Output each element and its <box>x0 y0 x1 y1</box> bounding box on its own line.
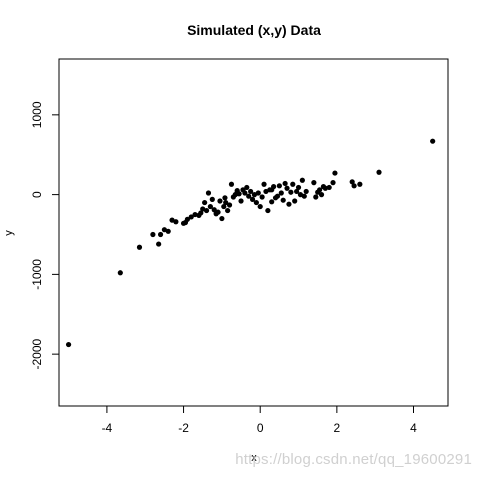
data-point <box>182 219 189 226</box>
data-point <box>259 194 265 200</box>
data-point <box>255 190 261 196</box>
x-tick-label: -4 <box>102 421 113 435</box>
data-point <box>330 180 336 186</box>
data-point <box>349 179 355 185</box>
data-point <box>234 188 240 194</box>
data-point <box>357 181 363 187</box>
data-point <box>303 188 309 195</box>
data-point <box>117 270 123 276</box>
data-point <box>278 190 284 196</box>
data-point <box>269 187 275 193</box>
data-point <box>274 193 281 199</box>
data-point <box>215 209 221 215</box>
data-point <box>198 210 204 216</box>
y-tick-label: -1000 <box>30 259 44 290</box>
data-point <box>65 341 72 348</box>
y-axis: -2000 -1000 0 1000 <box>30 101 59 370</box>
data-point <box>188 214 194 220</box>
data-point <box>292 198 298 204</box>
data-points <box>65 138 436 348</box>
data-point <box>286 201 292 207</box>
data-point <box>157 231 164 238</box>
data-point <box>276 183 282 189</box>
y-tick-label: 0 <box>30 191 44 198</box>
data-point <box>136 244 143 250</box>
x-tick-label: 2 <box>334 421 341 435</box>
data-point <box>351 183 357 189</box>
data-point <box>313 194 319 200</box>
data-point <box>246 193 252 199</box>
data-point <box>242 190 248 196</box>
watermark: https://blog.csdn.net/qq_19600291 <box>235 451 472 468</box>
data-point <box>205 190 212 196</box>
x-tick-label: 0 <box>257 421 264 435</box>
data-point <box>288 189 294 195</box>
data-point <box>301 193 307 199</box>
data-point <box>244 184 250 191</box>
data-point <box>253 199 259 206</box>
data-point <box>284 185 290 191</box>
data-point <box>202 199 208 206</box>
data-point <box>219 215 225 222</box>
data-point <box>221 203 227 210</box>
data-point <box>299 177 305 183</box>
data-point <box>248 188 254 195</box>
data-point <box>269 199 275 205</box>
data-point <box>311 180 317 186</box>
data-point <box>217 198 223 204</box>
x-tick-label: -2 <box>178 421 189 435</box>
data-point <box>430 138 436 144</box>
data-point <box>150 231 156 238</box>
y-axis-label: y <box>3 230 15 236</box>
data-point <box>238 198 244 204</box>
data-point <box>203 207 210 214</box>
data-point <box>280 197 286 203</box>
data-point <box>257 203 263 210</box>
data-point <box>165 228 171 234</box>
y-tick-label: 1000 <box>30 101 44 128</box>
data-point <box>209 196 215 202</box>
data-point <box>261 181 267 187</box>
data-point <box>173 219 179 225</box>
data-point <box>156 241 162 247</box>
data-point <box>317 187 323 193</box>
x-axis: -4 -2 0 2 4 <box>102 406 417 435</box>
data-point <box>211 207 217 213</box>
data-point <box>295 184 302 191</box>
data-point <box>228 181 235 187</box>
data-point <box>222 195 228 201</box>
plot-frame <box>58 58 449 407</box>
data-point <box>223 199 229 206</box>
data-point <box>207 203 213 210</box>
data-point <box>376 169 382 175</box>
data-point <box>282 180 288 187</box>
y-tick-label: -2000 <box>30 338 44 369</box>
data-point <box>326 184 332 191</box>
data-point <box>249 196 256 202</box>
x-axis-label: x <box>251 452 257 464</box>
data-point <box>265 207 271 214</box>
data-point <box>225 207 231 214</box>
data-point <box>290 181 296 187</box>
chart-title: Simulated (x,y) Data <box>187 22 321 38</box>
data-point <box>226 202 233 208</box>
x-tick-label: 4 <box>410 421 417 435</box>
data-point <box>294 188 300 195</box>
data-point <box>332 170 338 176</box>
data-point <box>318 192 325 198</box>
